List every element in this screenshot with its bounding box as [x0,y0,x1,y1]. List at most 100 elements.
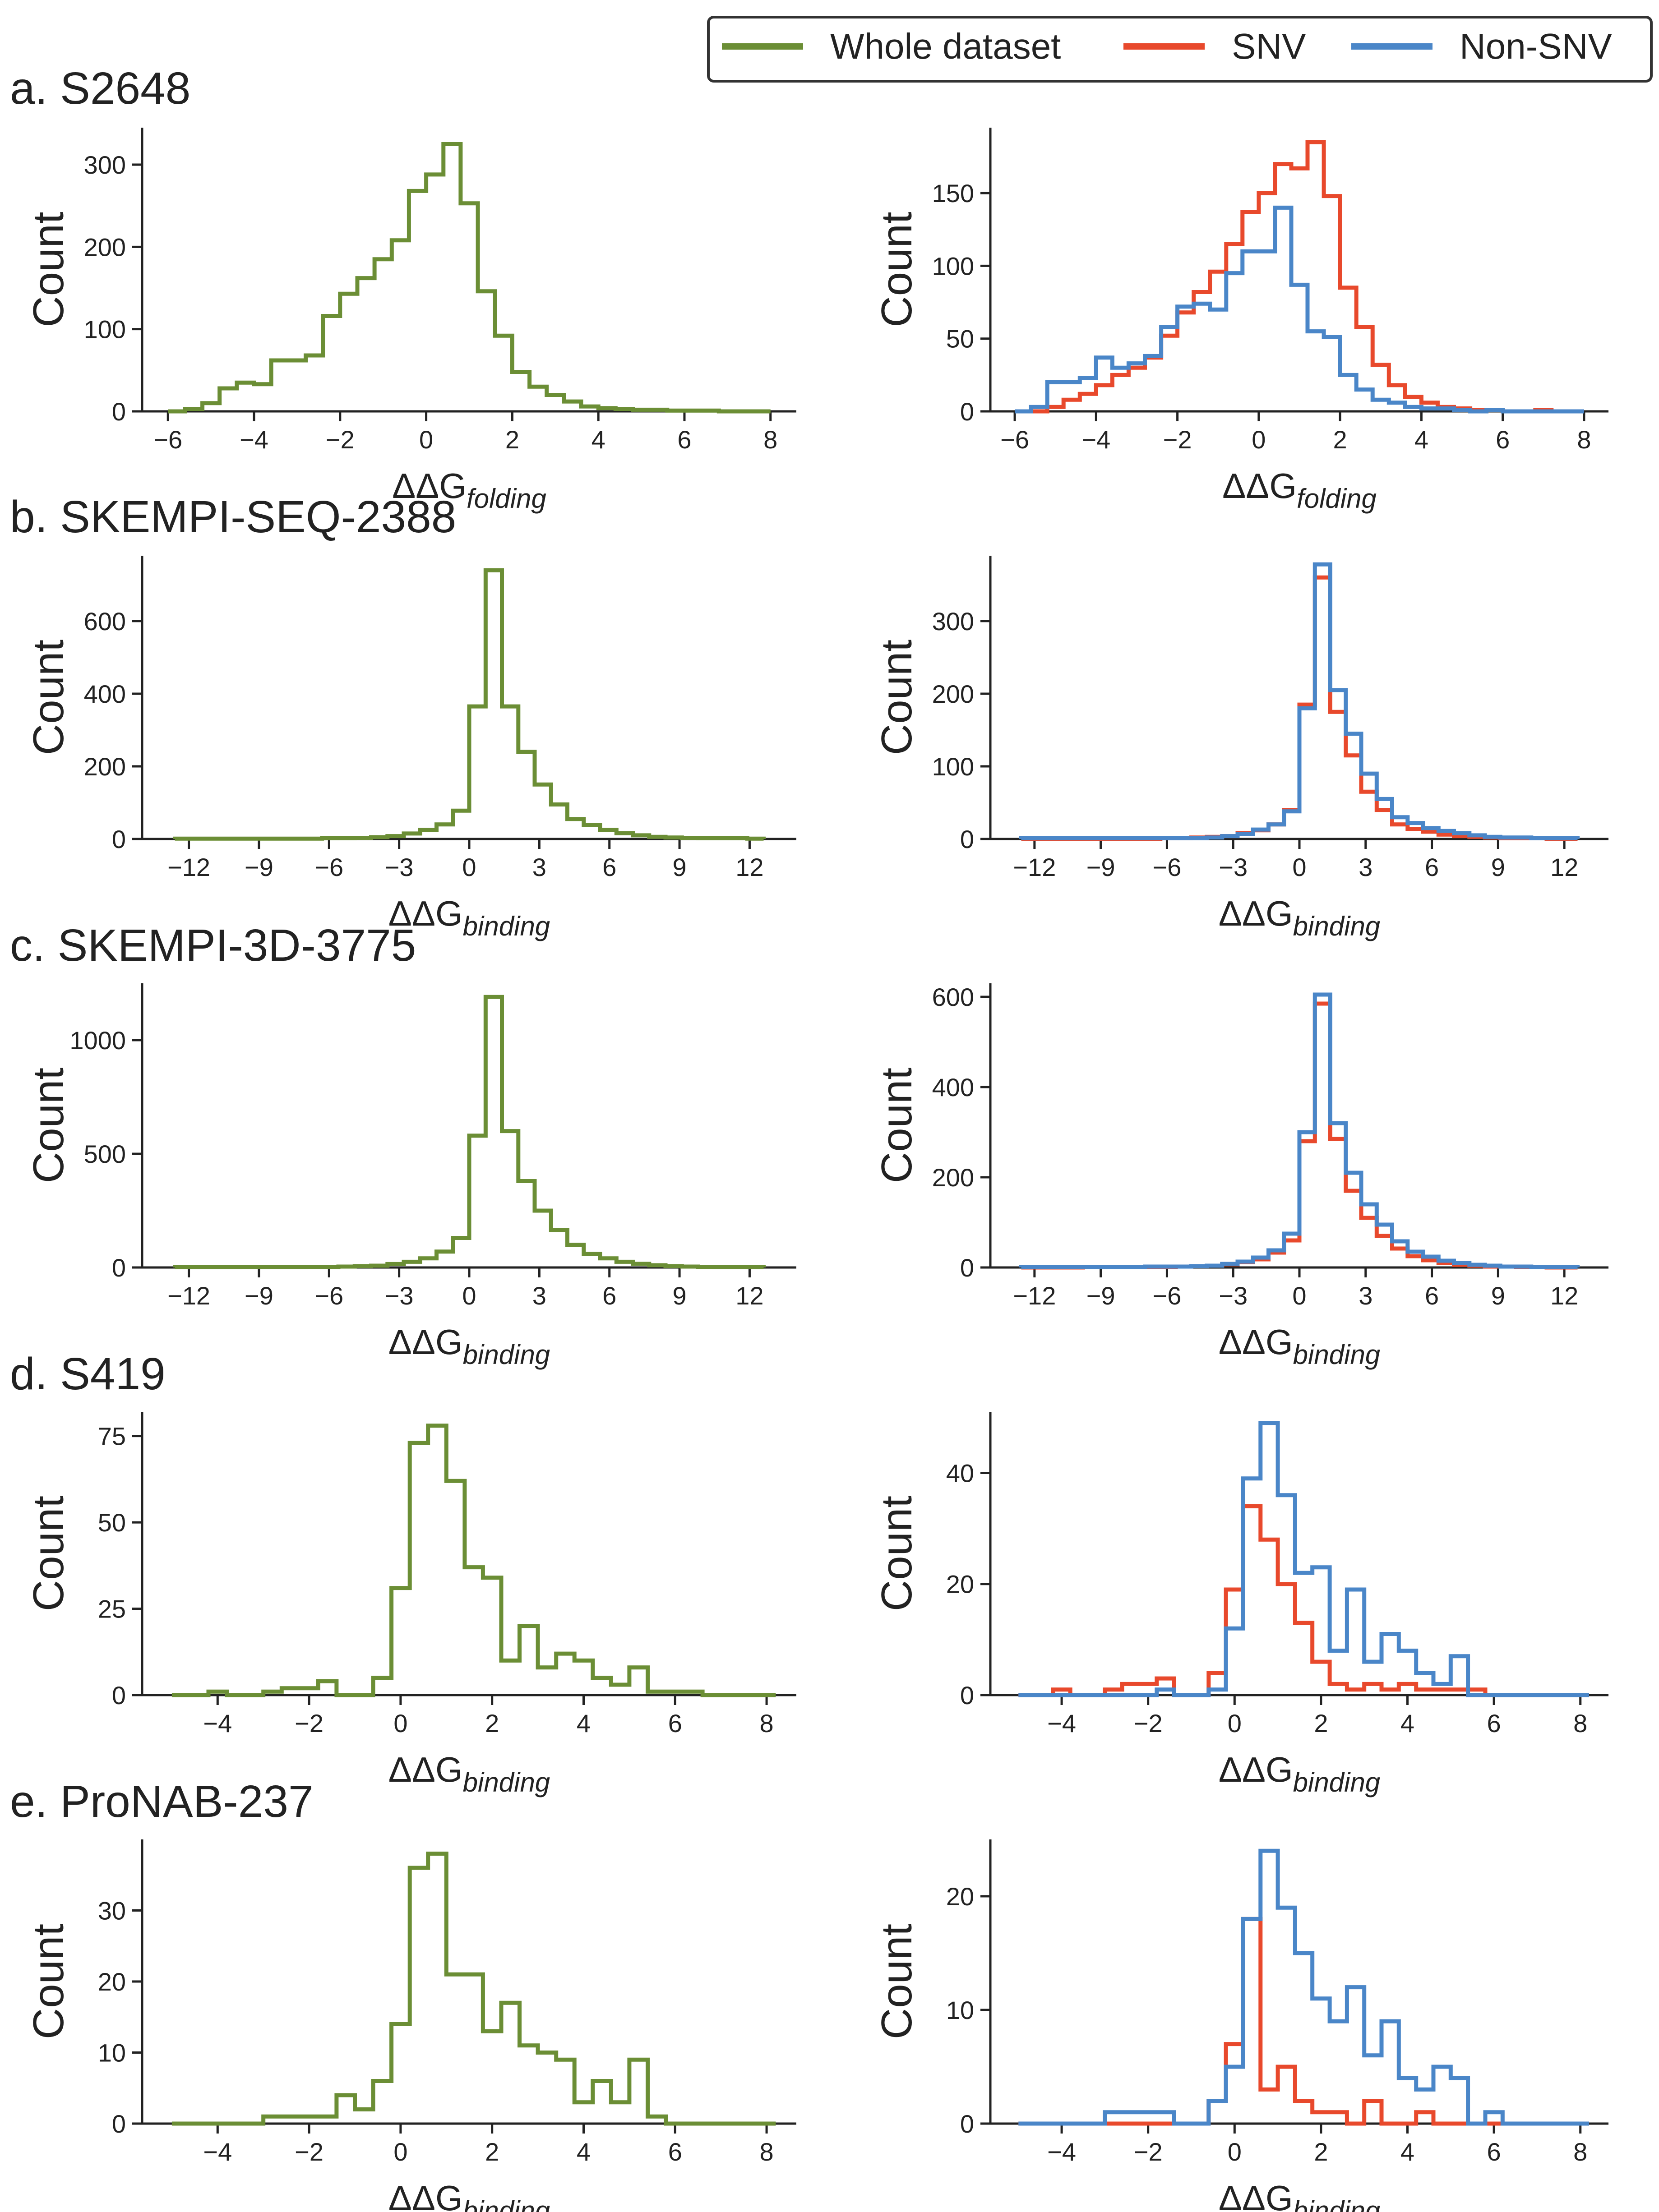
panel-d-left-xlabel: ΔΔGbinding [388,1750,550,1797]
panel-b-left-xtick-label: −3 [385,853,414,881]
panel-b-left-ytick-label: 600 [84,607,126,636]
panel-c-right-ytick-label: 0 [960,1253,974,1282]
panel-d-right: −4 −2 0 2 4 6 8 0 20 40 Count ΔΔGbinding [873,1412,1608,1797]
panel-d-right-series-non-snv [1018,1421,1589,1697]
panel-c-left-series-whole-dataset [173,995,766,1269]
panel-d-right-series-snv [1018,1504,1589,1697]
panel-c-right-ylabel: Count [873,1068,921,1183]
panel-b-right-xtick-label: −6 [1152,853,1181,881]
panel-d-right-ytick-label: 20 [946,1570,974,1599]
panel-b-right-series-non-snv [1019,562,1580,840]
panel-d-left-ytick-label: 50 [98,1508,126,1537]
panel-e-left-ytick-label: 10 [98,2039,126,2067]
panel-title-e: e. ProNAB-237 [10,1776,314,1827]
panel-c-left-ytick-label: 0 [112,1253,126,1282]
panel-a-left-xlabel-base: ΔΔG [392,466,467,506]
panel-b-left-xtick-label: 9 [672,853,686,881]
panel-e-left-xtick-label: 4 [577,2138,591,2166]
panel-d-right-xtick-label: 2 [1314,1709,1328,1737]
panel-a-right-xtick-label: 6 [1496,425,1510,454]
panel-b-left-ytick-label: 400 [84,680,126,708]
panel-a-right: −6 −4 −2 0 2 4 6 8 0 50 100 150 Count ΔΔGfolding [873,128,1608,514]
panel-c-left-xtick-label: −3 [385,1281,414,1310]
panel-e-right-xtick-label: 8 [1573,2138,1587,2166]
panel-c-left-ylabel: Count [24,1068,73,1183]
panel-e-left-series-whole-dataset [171,1852,776,2126]
panel-b-left-xtick-label: −6 [314,853,343,881]
panel-c: c. SKEMPI-3D-3775 −12 −9 −6 −3 0 3 6 9 12 0 500 1000… [10,920,1608,1370]
panel-b-right-ytick-label: 100 [932,752,974,781]
panel-a-right-ytick-label: 50 [946,325,974,353]
panel-b-right-xtick-label: 9 [1491,853,1505,881]
panel-a-left-xlabel-sub: folding [467,484,546,514]
panel-b-right-xtick-label: −3 [1219,853,1248,881]
legend-label-1: SNV [1232,26,1306,66]
panel-d-right-xlabel: ΔΔGbinding [1219,1750,1380,1797]
panel-a-left-xtick-label: 4 [592,425,605,454]
panel-a-right-xtick-label: 4 [1414,425,1428,454]
panel-d-right-xlabel-sub: binding [1293,1767,1381,1797]
panel-d-left-xlabel-base: ΔΔG [388,1750,463,1789]
panel-d-left-xtick-label: −4 [203,1709,232,1737]
panel-e-left-xlabel: ΔΔGbinding [388,2178,550,2212]
panel-e-right-xtick-label: −4 [1047,2138,1076,2166]
panel-title-d: d. S419 [10,1349,166,1399]
panel-c-left-xtick-label: 12 [735,1281,763,1310]
panel-e-left-ytick-label: 20 [98,1968,126,1996]
panel-a-right-series-non-snv [1015,205,1584,414]
panel-c-right-xlabel-base: ΔΔG [1219,1322,1293,1362]
panel-e-left-xlabel-base: ΔΔG [388,2178,463,2212]
panel-e-left-xlabel-sub: binding [463,2196,550,2212]
panel-b-right-xtick-label: 6 [1425,853,1439,881]
panel-title-b: b. SKEMPI-SEQ-2388 [10,492,456,542]
panel-d-left-series-whole-dataset [171,1424,776,1697]
panel-d-left: −4 −2 0 2 4 6 8 0 25 50 75 Count ΔΔGbinding [24,1412,796,1797]
panel-c-right-xtick-label: 12 [1550,1281,1578,1310]
panel-c-right-xtick-label: 3 [1359,1281,1372,1310]
panel-e-right-ytick-label: 20 [946,1882,974,1911]
panel-b-left-xtick-label: −9 [245,853,273,881]
panel-d-left-xlabel-sub: binding [463,1767,550,1797]
panel-b-left-xtick-label: 6 [602,853,616,881]
panel-a-left-ylabel: Count [24,212,73,327]
panel-e-left-ytick-label: 0 [112,2110,126,2138]
panel-b-right-ytick-label: 0 [960,825,974,853]
panel-c-right-xtick-label: 9 [1491,1281,1505,1310]
panel-b-left-ytick-label: 200 [84,752,126,781]
panel-e-right-xtick-label: −2 [1134,2138,1163,2166]
panel-e-left-xtick-label: 2 [485,2138,499,2166]
panel-b-right-ylabel: Count [873,640,921,755]
panel-e-left-xtick-label: 0 [393,2138,407,2166]
panel-c-right-xtick-label: −3 [1219,1281,1248,1310]
legend-label-2: Non-SNV [1460,26,1613,66]
panel-d-left-xtick-label: 6 [668,1709,682,1737]
panel-a-left-ytick-label: 200 [84,233,126,261]
panel-title-c: c. SKEMPI-3D-3775 [10,920,416,971]
panel-b: b. SKEMPI-SEQ-2388 −12 −9 −6 −3 0 3 6 9 12 0 200 400… [10,492,1608,941]
panel-c-left-xtick-label: 3 [532,1281,546,1310]
panel-a-right-ytick-label: 0 [960,397,974,426]
panel-a-left-xtick-label: −2 [326,425,355,454]
panel-c-left-xlabel: ΔΔGbinding [388,1322,550,1370]
panel-c-left-xtick-label: 6 [602,1281,616,1310]
panel-b-right-xtick-label: −9 [1086,853,1115,881]
panel-a-left: −6 −4 −2 0 2 4 6 8 0 100 200 300 Count ΔΔGfolding [24,128,796,514]
panel-d-right-xlabel-base: ΔΔG [1219,1750,1293,1789]
panel-a-right-xtick-label: 2 [1333,425,1347,454]
panel-a-left-xlabel: ΔΔGfolding [392,466,546,514]
panel-a-right-ylabel: Count [873,212,921,327]
panel-e: e. ProNAB-237−4 −2 0 2 4 6 80102030CountΔΔGbin… [10,1776,1608,2212]
panel-c-right-xlabel-sub: binding [1293,1340,1381,1370]
panel-b-right-xlabel-base: ΔΔG [1219,894,1293,933]
panel-b-left-ytick-label: 0 [112,825,126,853]
panel-e-left-xtick-label: −2 [295,2138,323,2166]
panel-d-right-xtick-label: −4 [1047,1709,1076,1737]
panel-e-right-xlabel-base: ΔΔG [1219,2178,1293,2212]
panel-e-right-xtick-label: 4 [1400,2138,1414,2166]
panel-b-left-series-whole-dataset [173,568,766,841]
panel-a-right-ytick-label: 100 [932,252,974,280]
panel-d-left-xtick-label: 4 [577,1709,591,1737]
panel-d-right-xtick-label: −2 [1134,1709,1163,1737]
